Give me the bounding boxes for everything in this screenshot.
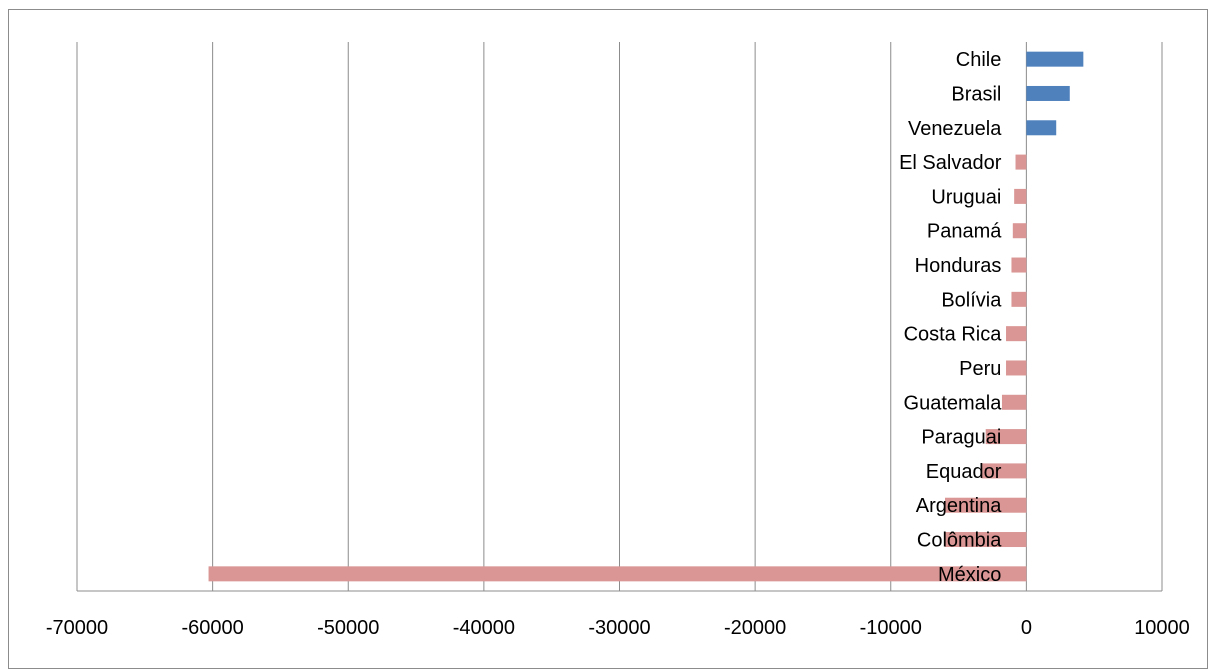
grid-lines — [76, 42, 1163, 592]
category-label: México — [938, 564, 1001, 586]
bar-chart: Chile Brasil Venezuela El Salvador Uruguai Pa… — [46, 42, 1190, 639]
category-label: Peru — [959, 358, 1001, 380]
category-label: Colômbia — [917, 530, 1002, 552]
bar-méxico — [208, 566, 1027, 582]
category-label: Bolívia — [941, 289, 1002, 311]
x-tick-label: 0 — [1021, 617, 1032, 639]
x-tick-label: -60000 — [181, 617, 243, 639]
bar-honduras — [1011, 257, 1027, 273]
bar-equador — [981, 463, 1027, 479]
x-tick-label: -50000 — [317, 617, 379, 639]
bars — [208, 51, 1084, 582]
category-label: Honduras — [915, 255, 1002, 277]
bar-peru — [1006, 360, 1027, 376]
bar-venezuela — [1026, 120, 1057, 136]
category-label: Argentina — [916, 495, 1002, 517]
category-label: Costa Rica — [904, 324, 1003, 346]
bar-chile — [1026, 51, 1084, 67]
category-label: El Salvador — [899, 152, 1002, 174]
bar-paraguai — [985, 429, 1027, 445]
category-label: Guatemala — [904, 392, 1003, 414]
x-axis-tick-labels: -70000 -60000 -50000 -40000 -30000 -20000 -100… — [46, 617, 1190, 639]
bar-guatemala — [1001, 394, 1027, 410]
category-label: Chile — [956, 49, 1002, 71]
bar-bolívia — [1011, 291, 1027, 307]
x-tick-label: -10000 — [860, 617, 922, 639]
category-label: Brasil — [951, 83, 1001, 105]
bar-el-salvador — [1015, 154, 1027, 170]
category-label: Paraguai — [921, 427, 1001, 449]
category-label: Panamá — [927, 221, 1002, 243]
category-label: Equador — [926, 461, 1002, 483]
bar-panamá — [1012, 223, 1027, 239]
bar-brasil — [1026, 85, 1070, 101]
category-labels: Chile Brasil Venezuela El Salvador Uruguai Pa… — [899, 49, 1002, 586]
bar-colômbia — [945, 532, 1027, 548]
bar-uruguai — [1014, 188, 1027, 204]
category-label: Uruguai — [931, 186, 1001, 208]
x-tick-label: -30000 — [588, 617, 650, 639]
category-label: Venezuela — [908, 118, 1002, 140]
x-tick-label: -40000 — [453, 617, 515, 639]
bar-costa-rica — [1006, 326, 1027, 342]
x-tick-label: -70000 — [46, 617, 108, 639]
x-tick-label: -20000 — [724, 617, 786, 639]
bar-argentina — [945, 497, 1027, 513]
x-tick-label: 10000 — [1134, 617, 1190, 639]
